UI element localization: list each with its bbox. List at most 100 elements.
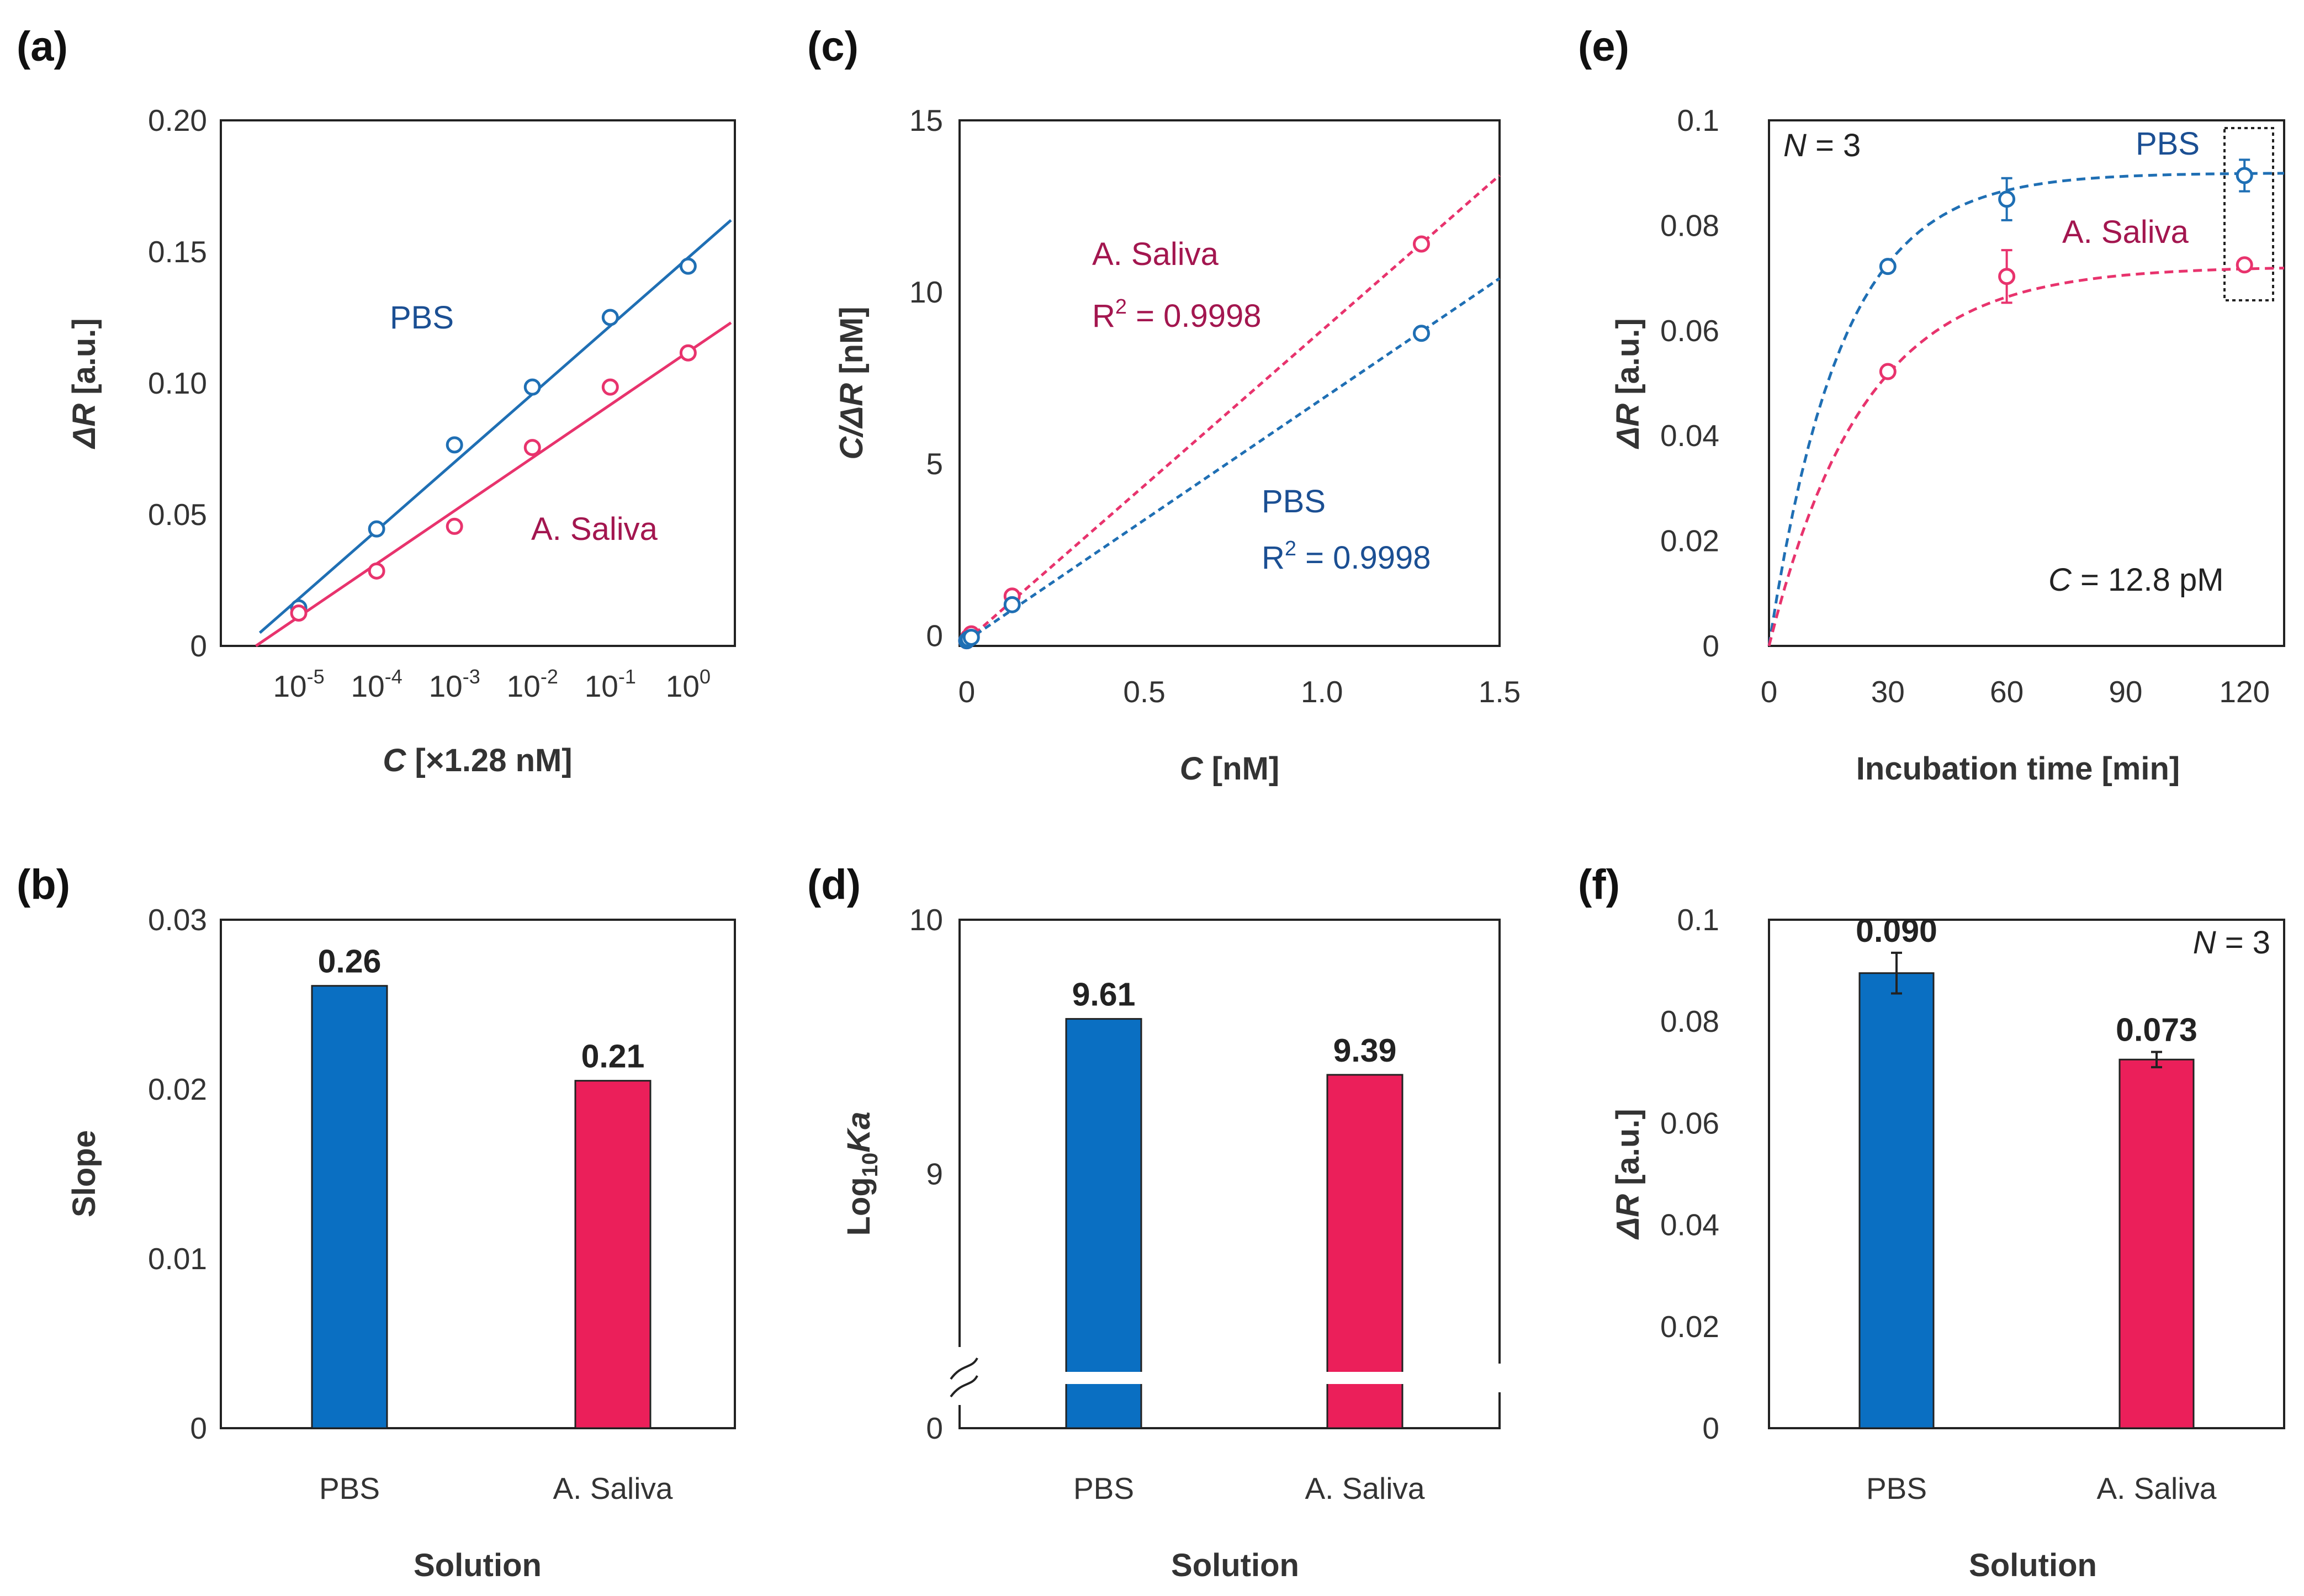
x-tick-label: 30: [1871, 675, 1905, 709]
series-label-saliva: A. Saliva: [1092, 236, 1219, 272]
x-tick-label: 10-2: [507, 665, 558, 703]
data-point: [601, 378, 619, 396]
r-squared-pbs: R2 = 0.9998: [1262, 537, 1431, 576]
y-tick-label: 0.02: [1660, 1309, 1719, 1344]
y-tick-label: 0.15: [148, 235, 207, 269]
y-tick-label: 0.1: [1677, 103, 1719, 137]
panel-f-bar-chart: (f) 0 0.02 0.04 0.06 0.08 0.1 0.090 PBS 0.073 A. S…: [1578, 861, 2285, 1583]
data-point: [523, 439, 541, 457]
y-axis-title: ΔR [a.u.]: [1610, 318, 1646, 449]
panel-label-e: (e): [1578, 23, 1629, 70]
panel-label-c: (c): [807, 23, 859, 70]
data-point: [523, 378, 541, 396]
y-tick-label: 0: [926, 618, 943, 653]
x-tick-label: 0: [1761, 675, 1778, 709]
y-tick-label: 0.06: [1660, 314, 1719, 348]
y-tick-label: 0.02: [1660, 524, 1719, 558]
fit-curve: [1767, 172, 2285, 646]
y-tick-label: 10: [909, 903, 943, 937]
panel-a-scatter: (a) 0 0.05 0.10 0.15 0.20 10-5 10-4 10-3 10-2 10-1…: [17, 23, 736, 778]
y-tick-label: 0.04: [1660, 418, 1719, 453]
data-point: [1998, 268, 2016, 285]
fit-line: [255, 321, 732, 648]
bar-value-label: 0.073: [2116, 1011, 2197, 1048]
data-point: [1003, 596, 1021, 613]
panel-label-f: (f): [1578, 861, 1620, 908]
x-tick-label: A. Saliva: [2096, 1471, 2216, 1505]
series-label-pbs: PBS: [1262, 484, 1326, 519]
fit-curve: [1767, 267, 2285, 646]
x-tick-label: 10-4: [351, 665, 402, 703]
data-point: [962, 628, 980, 646]
x-tick-label: 0: [958, 675, 976, 709]
y-tick-label: 9: [926, 1157, 943, 1191]
panel-label-d: (d): [807, 861, 861, 908]
bar-break-gap: [1325, 1372, 1405, 1384]
y-tick-label: 0.05: [148, 497, 207, 532]
fit-line: [258, 219, 732, 634]
y-tick-label: 5: [926, 447, 943, 481]
bar-break-gap: [1064, 1372, 1143, 1384]
bar: [574, 1080, 652, 1429]
data-point: [446, 517, 463, 535]
x-tick-label: 100: [666, 665, 711, 703]
sample-size-annotation: N = 3: [2193, 925, 2270, 961]
y-axis-title: C/ΔR [nM]: [834, 306, 870, 459]
y-tick-label: 0.02: [148, 1072, 207, 1106]
plot-frame: [958, 919, 1501, 1429]
panel-b-bar-chart: (b) 0 0.01 0.02 0.03 0.26 PBS 0.21 A. Saliva Solu…: [17, 861, 736, 1583]
data-point: [2236, 167, 2253, 184]
y-axis-title: ΔR [a.u.]: [66, 318, 102, 449]
x-axis-title: C [×1.28 nM]: [383, 743, 572, 778]
data-point: [1879, 363, 1897, 380]
series-label-saliva: A. Saliva: [531, 511, 658, 547]
axis-break-symbol: [950, 1357, 978, 1398]
x-axis-title: Solution: [414, 1547, 542, 1583]
panel-c-linearization: (c) 0 5 10 15 0 0.5 1.0 1.5 C [nM] C/ΔR [nM] A. Sal…: [807, 23, 1521, 787]
y-axis-title: Slope: [66, 1130, 102, 1217]
bar: [1858, 972, 1935, 1429]
bar: [311, 985, 388, 1429]
x-tick-label: A. Saliva: [553, 1471, 672, 1505]
data-point: [446, 436, 463, 454]
y-tick-label: 0.01: [148, 1242, 207, 1276]
data-point: [679, 344, 697, 362]
y-tick-label: 10: [909, 275, 943, 309]
y-tick-label: 0: [1702, 629, 1719, 663]
bar-value-label: 0.090: [1856, 913, 1937, 949]
x-tick-label: 0.5: [1123, 675, 1165, 709]
plot-frame: [220, 119, 736, 647]
plot-frame: [1768, 119, 2285, 647]
data-point: [2236, 256, 2253, 274]
plot-frame: [1768, 919, 2285, 1429]
fit-line: [966, 174, 1501, 642]
x-tick-label: 10-3: [429, 665, 480, 703]
bar-value-label: 0.21: [581, 1038, 645, 1075]
x-tick-label: 10-1: [585, 665, 636, 703]
x-tick-label: 120: [2219, 675, 2270, 709]
x-tick-label: 10-5: [273, 665, 324, 703]
x-axis-title: Incubation time [min]: [1856, 751, 2180, 787]
plot-frame: [220, 919, 736, 1429]
x-tick-label: 60: [1990, 675, 2024, 709]
data-point: [679, 257, 697, 275]
x-axis-title: Solution: [1969, 1547, 2097, 1583]
y-tick-label: 0.20: [148, 103, 207, 137]
y-axis-title: Log10Ka: [841, 1112, 882, 1236]
y-tick-label: 0: [926, 1411, 943, 1445]
y-tick-label: 0.06: [1660, 1106, 1719, 1140]
data-point: [1412, 325, 1430, 342]
bar: [1326, 1074, 1403, 1429]
panel-d-bar-chart: (d) 0 9 10 9.61 PBS 9.39 A. Saliva Solution Log10…: [807, 861, 1501, 1583]
panel-label-a: (a): [17, 23, 68, 70]
sample-size-annotation: N = 3: [1783, 128, 1861, 163]
x-tick-label: PBS: [1073, 1471, 1134, 1505]
bar: [1065, 1018, 1142, 1429]
bar-value-label: 9.39: [1333, 1032, 1397, 1069]
y-tick-label: 0.08: [1660, 1004, 1719, 1038]
y-tick-label: 0: [1702, 1411, 1719, 1445]
y-tick-label: 0: [190, 1411, 207, 1445]
x-tick-label: PBS: [319, 1471, 380, 1505]
data-point: [601, 309, 619, 326]
x-tick-label: PBS: [1866, 1471, 1927, 1505]
